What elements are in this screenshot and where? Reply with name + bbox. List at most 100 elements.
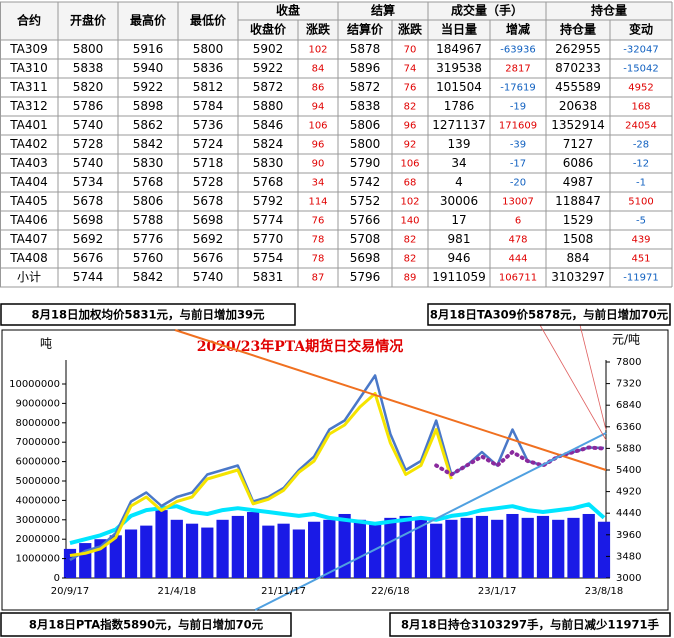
table-cell: -15042 — [623, 64, 658, 75]
y-tick-label: 0 — [54, 573, 60, 584]
table-cell: TA310 — [9, 61, 48, 75]
table-cell: 94 — [312, 102, 325, 113]
table-cell: 68 — [404, 178, 417, 189]
table-cell: 439 — [631, 235, 650, 246]
table-cell: 78 — [312, 235, 325, 246]
volume-bar — [582, 513, 595, 578]
y2-axis-label: 元/吨 — [612, 333, 640, 347]
volume-bar — [155, 510, 168, 578]
header-cell: 持仓量 — [591, 3, 627, 18]
y2-tick-label: 4920 — [616, 487, 641, 498]
table-cell: 5842 — [133, 137, 164, 151]
volume-bar — [384, 517, 397, 578]
table-cell: 478 — [508, 235, 527, 246]
table-cell: 5788 — [133, 213, 164, 227]
y2-tick-label: 6360 — [616, 422, 641, 433]
table-cell: 5862 — [133, 118, 164, 132]
volume-bar — [414, 519, 428, 578]
table-cell: TA404 — [9, 175, 48, 189]
table-cell: 5836 — [193, 61, 224, 75]
table-cell: 5872 — [253, 80, 284, 94]
table-cell: 87 — [312, 273, 325, 284]
table-cell: 5922 — [133, 80, 164, 94]
table-cell: 5800 — [350, 137, 381, 151]
volume-bar — [475, 515, 489, 578]
table-cell: 5796 — [350, 270, 381, 284]
annotation-box — [0, 612, 292, 637]
table-cell: 102 — [308, 45, 327, 56]
y2-tick-label: 5880 — [616, 443, 641, 454]
volume-bar — [491, 519, 504, 578]
table-cell: 106711 — [499, 273, 537, 284]
x-tick-label: 23/1/17 — [478, 586, 517, 597]
volume-bar — [201, 527, 214, 578]
table-cell: 5740 — [193, 270, 224, 284]
table-cell: 5792 — [253, 194, 284, 208]
header-cell: 当日量 — [441, 22, 477, 37]
trend-line — [254, 432, 607, 611]
volume-bar — [140, 525, 153, 578]
volume-bar — [445, 519, 458, 578]
table-cell: 319538 — [436, 61, 482, 75]
volume-bar — [216, 519, 229, 578]
table-cell: 86 — [312, 83, 325, 94]
table-cell: -5 — [636, 216, 646, 227]
table-cell: 78 — [312, 254, 325, 265]
y-tick-label: 10000000 — [9, 379, 60, 390]
table-cell: -39 — [510, 140, 526, 151]
table-cell: 5820 — [73, 80, 104, 94]
table-cell: 5768 — [133, 175, 164, 189]
x-tick-label: 23/8/18 — [585, 586, 624, 597]
table-cell: 139 — [448, 137, 471, 151]
table-cell: 5830 — [133, 156, 164, 170]
table-cell: 1911059 — [432, 270, 485, 284]
volume-bar — [262, 525, 275, 578]
table-cell: 870233 — [555, 61, 601, 75]
series-line — [69, 374, 605, 562]
table-cell: -1 — [636, 178, 646, 189]
table-cell: 5760 — [133, 251, 164, 265]
table-cell: 101504 — [436, 80, 482, 94]
y2-tick-label: 6840 — [616, 400, 641, 411]
header-cell: 最低价 — [190, 13, 227, 28]
volume-bar — [308, 521, 321, 578]
table-cell: 20638 — [559, 99, 597, 113]
chart-title: 2020/23年PTA期货日交易情况 — [197, 338, 404, 355]
table-cell: 5676 — [193, 251, 224, 265]
table-cell: 5768 — [253, 175, 284, 189]
table-cell: 5824 — [253, 137, 284, 151]
table-cell: 102 — [400, 197, 419, 208]
table-cell: TA309 — [9, 42, 48, 56]
volume-bar — [246, 512, 260, 578]
y2-tick-label: 3480 — [616, 551, 641, 562]
y-tick-label: 1000000 — [15, 554, 60, 565]
table-cell: 118847 — [555, 194, 601, 208]
y-axis-label: 吨 — [40, 337, 52, 351]
y2-tick-label: 4440 — [616, 508, 641, 519]
table-cell: -11971 — [623, 273, 658, 284]
table-cell: 140 — [400, 216, 419, 227]
volume-bar — [552, 519, 565, 578]
table-cell: 5916 — [133, 42, 164, 56]
table-cell: 74 — [404, 64, 417, 75]
header-cell: 结算价 — [347, 22, 384, 37]
table-cell: 13007 — [502, 197, 534, 208]
volume-bar — [460, 517, 473, 578]
table-cell: 5734 — [73, 175, 104, 189]
table-cell: 5830 — [253, 156, 284, 170]
table-cell: 4987 — [563, 175, 594, 189]
header-cell: 涨跌 — [398, 22, 423, 37]
table-header-bg — [0, 2, 672, 40]
annotation: 8月18日加权均价5831元，与前日增加39元 — [31, 308, 265, 322]
volume-bar — [506, 513, 519, 578]
table-cell: 5922 — [253, 61, 284, 75]
table-cell: 82 — [404, 102, 417, 113]
table-cell: TA312 — [9, 99, 48, 113]
y-tick-label: 9000000 — [15, 398, 60, 409]
y2-tick-label: 5400 — [616, 465, 641, 476]
table-cell: 24054 — [625, 121, 657, 132]
table-cell: 5776 — [133, 232, 164, 246]
table-cell: 30006 — [440, 194, 478, 208]
table-cell: 5676 — [73, 251, 104, 265]
